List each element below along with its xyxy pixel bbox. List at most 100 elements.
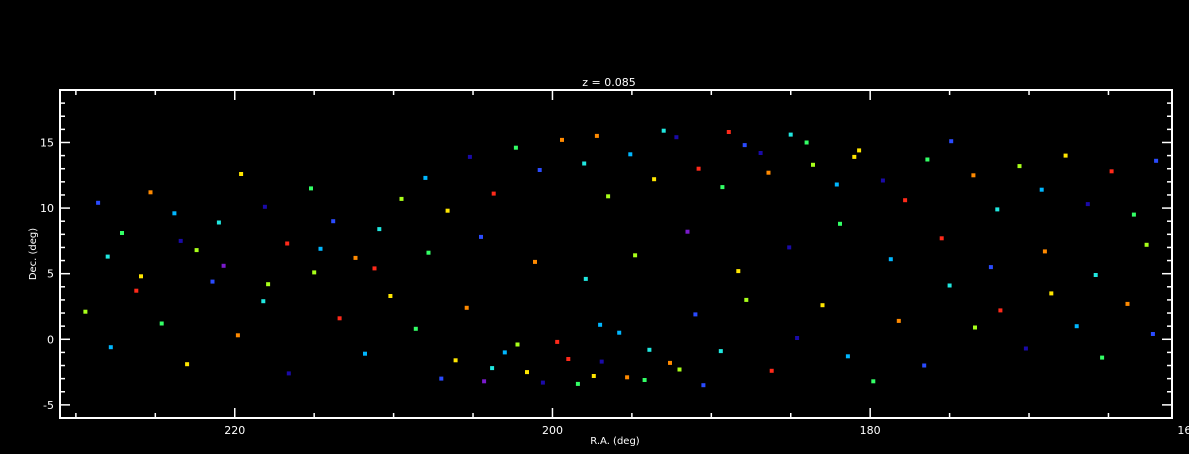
y-tick-label: 15 <box>40 136 54 149</box>
x-axis-label: R.A. (deg) <box>590 436 640 447</box>
data-point <box>439 376 444 381</box>
y-tick-label: 10 <box>40 202 54 215</box>
data-point <box>464 305 469 310</box>
data-point <box>533 259 537 264</box>
data-point <box>625 375 630 380</box>
data-point <box>896 318 901 323</box>
data-point <box>834 182 839 187</box>
data-point <box>852 154 857 159</box>
data-point <box>1039 187 1044 192</box>
data-point <box>178 238 183 243</box>
data-point <box>617 330 622 335</box>
data-point <box>795 336 800 340</box>
data-point <box>372 266 377 271</box>
data-point <box>582 161 587 166</box>
data-point <box>591 374 596 378</box>
data-point <box>318 246 323 251</box>
data-point <box>668 360 672 365</box>
data-point <box>105 254 110 259</box>
data-point <box>949 139 954 144</box>
data-point <box>845 354 850 359</box>
data-point <box>239 172 244 176</box>
data-point <box>337 316 342 321</box>
data-point <box>423 175 428 180</box>
data-point <box>221 263 226 268</box>
data-point <box>1100 355 1105 360</box>
data-point <box>309 186 313 191</box>
data-point <box>525 370 529 375</box>
data-point <box>701 383 706 388</box>
data-point <box>871 379 876 384</box>
y-tick-label: 5 <box>47 268 54 281</box>
data-point <box>599 359 604 364</box>
data-point <box>947 283 952 288</box>
data-point <box>742 143 747 148</box>
data-point <box>998 308 1003 313</box>
data-point <box>286 371 291 376</box>
data-point <box>633 253 638 258</box>
chart-title: z = 0.085 <box>582 76 635 89</box>
data-point <box>804 140 809 145</box>
data-points <box>83 128 1159 388</box>
data-point <box>185 362 190 367</box>
data-point <box>1063 153 1068 158</box>
data-point <box>194 248 199 253</box>
data-point <box>399 196 404 201</box>
y-axis-label: Dec. (deg) <box>28 228 39 280</box>
data-point <box>583 276 588 281</box>
data-point <box>903 198 908 203</box>
data-point <box>555 339 560 344</box>
data-point <box>693 312 698 317</box>
data-point <box>560 137 564 142</box>
data-point <box>377 227 382 232</box>
data-point <box>1150 332 1155 336</box>
data-point <box>262 204 267 209</box>
data-point <box>718 349 723 354</box>
data-point <box>988 265 993 270</box>
data-point <box>148 190 153 195</box>
data-point <box>1074 324 1079 329</box>
data-point <box>696 166 701 171</box>
data-point <box>388 294 393 298</box>
data-point <box>566 357 571 361</box>
data-point <box>502 350 507 355</box>
data-point <box>1125 301 1130 306</box>
data-point <box>1017 164 1022 169</box>
data-point <box>787 245 792 250</box>
data-point <box>1131 212 1136 217</box>
data-point <box>134 288 139 293</box>
data-point <box>83 309 88 314</box>
data-point <box>537 168 542 172</box>
data-point <box>413 326 418 331</box>
data-point <box>467 154 472 159</box>
data-point <box>758 151 763 155</box>
data-point <box>1085 202 1090 207</box>
data-point <box>139 274 143 279</box>
data-point <box>172 211 177 216</box>
data-point <box>685 229 690 234</box>
data-point <box>285 241 290 246</box>
data-point <box>594 133 599 138</box>
y-tick-label: 0 <box>47 333 54 346</box>
data-point <box>811 162 815 167</box>
data-point <box>647 347 652 352</box>
data-point <box>453 358 458 363</box>
data-point <box>677 367 682 372</box>
data-point <box>652 177 657 182</box>
data-point <box>120 231 124 235</box>
x-tick-label: 180 <box>860 424 881 437</box>
data-point <box>766 170 771 175</box>
data-point <box>769 368 774 373</box>
data-point <box>540 380 545 385</box>
data-point <box>1154 158 1159 163</box>
x-tick-label: 160 <box>1177 424 1189 437</box>
data-point <box>880 178 885 183</box>
data-point <box>925 157 930 162</box>
data-point <box>1023 346 1028 351</box>
data-point <box>922 363 927 368</box>
data-point <box>1093 273 1098 277</box>
data-point <box>490 366 495 371</box>
data-point <box>1049 291 1054 296</box>
